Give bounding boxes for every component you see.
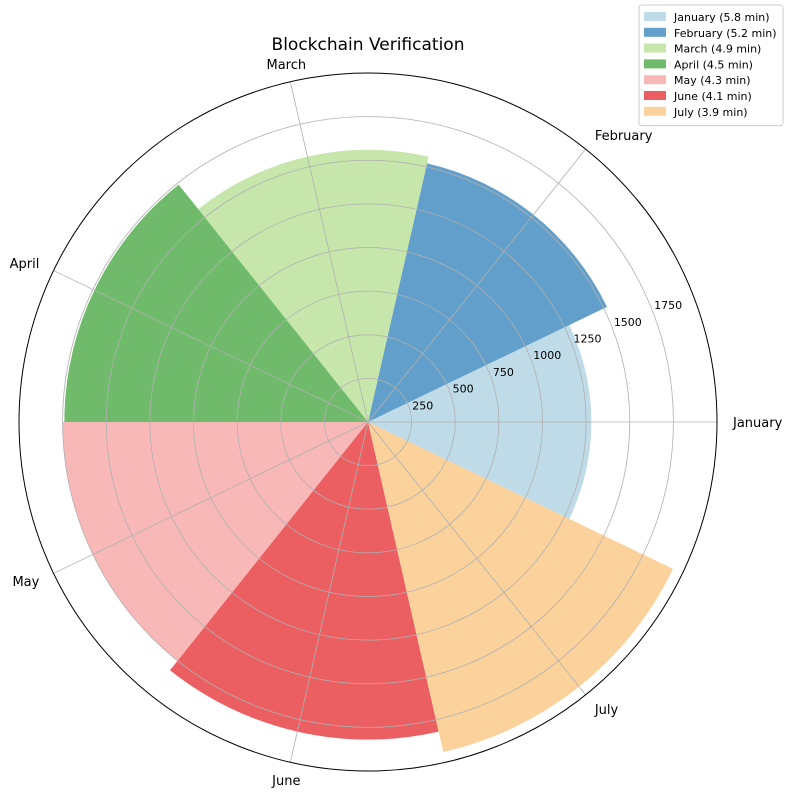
legend-entry: June (4.1 min) (673, 90, 752, 103)
grid-spoke (289, 421, 369, 763)
legend-entry: July (3.9 min) (673, 106, 748, 119)
category-label-april: April (10, 257, 40, 272)
legend-swatch (644, 91, 666, 100)
bar-march (198, 149, 429, 422)
legend-swatch (644, 12, 666, 21)
legend-entry: March (4.9 min) (674, 43, 761, 56)
grid-layer (18, 72, 718, 772)
radial-tick-label: 750 (493, 366, 514, 379)
bar-july (368, 422, 674, 753)
bars-layer (62, 149, 674, 753)
category-label-may: May (12, 575, 39, 590)
legend-entry: January (5.8 min) (673, 11, 770, 24)
category-label-july: July (594, 703, 619, 718)
bar-may (62, 422, 368, 661)
bar-april (64, 184, 369, 422)
grid-spoke (53, 270, 369, 423)
category-label-june: June (271, 774, 300, 789)
radial-tick-label: 1000 (533, 349, 561, 362)
radial-tick-label: 1750 (654, 299, 682, 312)
radial-tick-label: 1500 (614, 316, 642, 329)
legend-swatch (644, 106, 666, 116)
bar-february (368, 163, 607, 422)
legend-entry: February (5.2 min) (674, 27, 777, 40)
legend-box (638, 4, 784, 127)
legend-entry: April (4.5 min) (674, 58, 753, 71)
grid-spoke (289, 81, 369, 423)
radial-tick-label: 1250 (574, 333, 602, 346)
category-label-february: February (595, 129, 653, 144)
category-label-march: March (267, 58, 307, 73)
radial-tick-label: 500 (453, 383, 474, 396)
bar-june (169, 422, 439, 740)
grid-spoke (53, 421, 369, 574)
grid-spoke (367, 421, 586, 696)
radial-tick-labels: 250 500 750 1000 1250 1500 1750 (412, 299, 682, 412)
polar-frame (18, 72, 718, 772)
legend-entry: May (4.3 min) (674, 74, 751, 87)
category-label-january: January (732, 416, 783, 431)
category-labels: January February March April May June July (10, 58, 783, 789)
chart-title: Blockchain Verification (272, 35, 465, 55)
radial-tick-label: 250 (412, 399, 433, 412)
legend-swatch (644, 27, 666, 37)
legend-swatch (644, 75, 666, 85)
grid-spoke (367, 148, 586, 423)
legend-swatch (644, 43, 666, 53)
legend-swatch (644, 59, 666, 69)
legend: January (5.8 min) February (5.2 min) March… (638, 4, 784, 127)
